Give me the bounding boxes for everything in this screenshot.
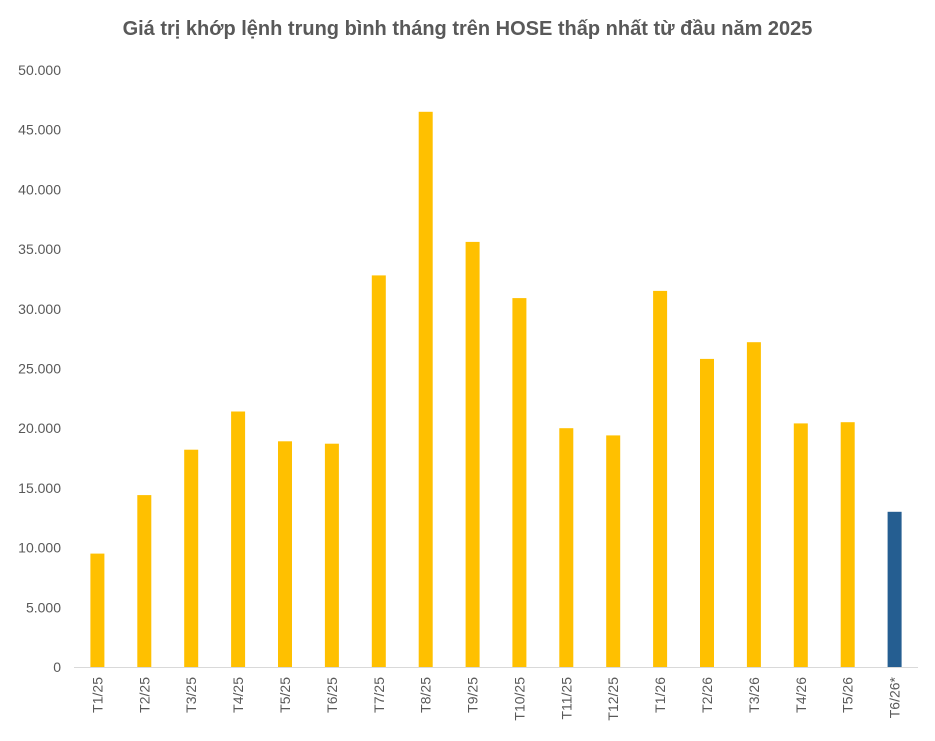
y-tick-label: 30.000 (18, 301, 61, 317)
bar-t1-25 (90, 553, 105, 667)
chart-title: Giá trị khớp lệnh trung bình tháng trên … (122, 18, 813, 40)
bar-t4-26 (793, 423, 808, 667)
y-tick-label: 10.000 (18, 540, 61, 556)
y-tick-label: 40.000 (18, 181, 61, 197)
x-tick-label: T3/26 (746, 677, 762, 713)
bar-t8-25 (418, 111, 433, 668)
x-tick-label: T2/26 (699, 677, 715, 713)
bar-t5-25 (278, 441, 292, 667)
bars (90, 111, 902, 668)
y-tick-label: 35.000 (18, 241, 61, 257)
y-tick-label: 50.000 (18, 62, 61, 78)
bar-t11-25 (559, 428, 574, 667)
y-tick-label: 5.000 (26, 599, 61, 615)
x-tick-label: T12/25 (605, 677, 621, 721)
bar-t2-26 (700, 358, 714, 667)
x-tick-label: T11/25 (558, 677, 574, 720)
y-tick-label: 25.000 (18, 361, 61, 377)
x-tick-label: T6/26* (887, 676, 903, 718)
bar-t1-26 (653, 290, 668, 667)
x-tick-label: T1/26 (652, 677, 668, 713)
bar-t5-26 (840, 422, 855, 667)
y-tick-label: 20.000 (18, 420, 61, 436)
bar-t7-25 (371, 275, 386, 667)
x-tick-label: T4/26 (793, 677, 809, 713)
bar-t6-26 (887, 511, 902, 667)
y-tick-label: 45.000 (18, 122, 61, 138)
x-tick-label: T7/25 (371, 677, 387, 713)
y-tick-label: 15.000 (18, 480, 61, 496)
x-tick-label: T5/26 (840, 677, 856, 713)
x-tick-label: T4/25 (230, 677, 246, 713)
x-tick-label: T5/25 (277, 677, 293, 713)
bar-t10-25 (512, 298, 527, 667)
y-axis-labels: 0 5.000 10.000 15.000 20.000 25.000 30.000 35.0… (18, 62, 61, 675)
x-tick-label: T1/25 (89, 677, 105, 713)
bar-t6-25 (324, 443, 339, 667)
bar-t2-25 (137, 495, 152, 667)
bar-t12-25 (606, 435, 621, 667)
x-tick-label: T8/25 (418, 677, 434, 713)
x-tick-label: T2/25 (136, 677, 152, 713)
x-axis-labels: T1/25 T2/25 T3/25 T4/25 T5/25 T6/25 T7/25 T8/25… (89, 676, 902, 720)
bar-t4-25 (231, 411, 246, 667)
bar-t9-25 (465, 241, 480, 667)
x-tick-label: T6/25 (324, 677, 340, 713)
x-tick-label: T3/25 (183, 677, 199, 713)
bar-t3-26 (746, 342, 761, 667)
bar-t3-25 (184, 449, 199, 667)
x-tick-label: T10/25 (511, 677, 527, 721)
y-tick-label: 0 (53, 659, 61, 675)
x-tick-label: T9/25 (465, 677, 481, 713)
